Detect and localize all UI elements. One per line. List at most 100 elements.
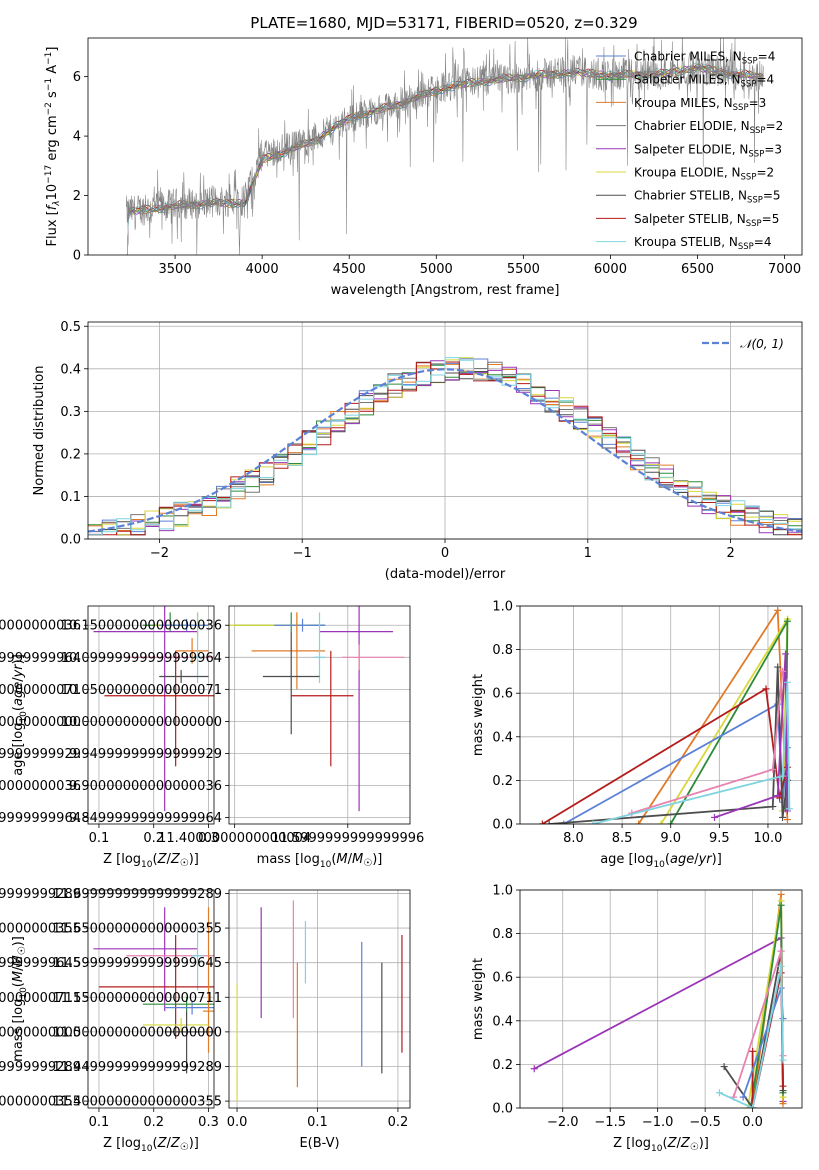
weight-marker: [777, 901, 785, 909]
weight-marker: [715, 1089, 723, 1097]
legend: 𝒩(0, 1): [702, 337, 784, 351]
gaussian-reference-curve: [88, 368, 802, 533]
error-bar-point: [291, 650, 354, 767]
x-tick-label: 11.5999999999999996: [271, 831, 424, 846]
x-tick-label: 8.0: [563, 831, 584, 846]
y-tick-label: 11.650000000000000355: [0, 922, 81, 937]
y-tick-label: 0.4: [60, 362, 81, 377]
x-axis-label: E(B-V): [299, 1136, 339, 1151]
x-tick-label: 0.1: [307, 1115, 328, 1130]
weight-series-line: [549, 666, 789, 824]
legend-entry: Chabrier ELODIE, NSSP=2: [634, 119, 783, 136]
error-bar-point: [98, 934, 214, 1039]
y-tick-label: 9.84999999999999964: [0, 811, 81, 826]
y-tick-label: 10.15000000000000036: [0, 619, 81, 634]
x-tick-label: −1.5: [594, 1115, 626, 1130]
weight-marker: [769, 803, 777, 811]
weight-marker: [777, 947, 785, 955]
weight-marker: [720, 1063, 728, 1071]
x-tick-label: −1: [293, 546, 312, 561]
weight-marker: [783, 816, 791, 824]
panel-spectrum: 3500 4000 4500 5000 5500 6000 6500 7000 0 2 4 6 wave…: [44, 37, 803, 298]
x-tick-label: 6000: [594, 262, 627, 277]
weight-series-line: [592, 682, 791, 824]
x-tick-label: 5500: [507, 262, 540, 277]
axes-frame: [228, 889, 411, 1109]
weight-marker: [781, 650, 789, 658]
axes-frame: [519, 889, 803, 1109]
error-bar-point: [192, 928, 204, 991]
weight-marker: [783, 678, 791, 686]
weight-marker: [545, 820, 553, 824]
y-tick-label: 10.09999999999999964: [0, 651, 81, 666]
x-tick-label: −2.0: [547, 1115, 579, 1130]
legend-entry: Chabrier MILES, NSSP=4: [634, 50, 775, 67]
error-bar-point: [164, 1000, 214, 1015]
residual-histogram: [88, 357, 802, 536]
y-tick-label: 9.94999999999999929: [0, 747, 81, 762]
weight-marker: [783, 617, 791, 625]
y-tick-label: 11.500000000000000000: [52, 1025, 222, 1040]
y-tick-label: 9.90000000000000036: [69, 779, 222, 794]
y-tick-label: 11.599999999999999645: [52, 956, 222, 971]
x-tick-label: 0.0: [742, 1115, 763, 1130]
y-axis-label: age [log10(age/yr)]: [11, 654, 29, 776]
x-tick-label: 1: [584, 546, 592, 561]
y-tick-label: 0.8: [492, 927, 513, 942]
x-tick-label: 4500: [333, 262, 366, 277]
weight-series-line: [719, 966, 784, 1108]
y-tick-label: 11.400000000000000355: [0, 1095, 81, 1110]
error-bar-point: [93, 606, 198, 812]
plot-area: [93, 907, 214, 1074]
y-tick-label: 9.90000000000000036: [0, 779, 81, 794]
weight-marker: [538, 820, 546, 824]
weight-series-line: [541, 687, 789, 824]
y-tick-label: 0.0: [492, 1102, 513, 1117]
panel-residuals: −2 −1 0 1 2 0.0 0.1 0.2 0.3 0.4 0.5 (data-model)/er…: [32, 320, 803, 582]
x-tick-label: 10.0: [753, 831, 782, 846]
weight-marker: [774, 663, 782, 671]
axes-frame: [519, 605, 803, 825]
weight-series-line: [563, 702, 789, 824]
weight-marker: [749, 1047, 757, 1055]
axes-frame: [87, 605, 215, 825]
y-tick-label: 11.599999999999999645: [0, 956, 81, 971]
plot-area: [229, 606, 405, 812]
x-tick-label: 0.2: [143, 831, 164, 846]
y-tick-label: 10.00000000000000000: [61, 715, 222, 730]
x-tick-label: −0.5: [689, 1115, 721, 1130]
x-tick-label: 8.5: [612, 831, 633, 846]
y-tick-label: 1.0: [492, 600, 513, 615]
x-axis-label: Z [log10(Z/Z☉)]: [613, 1136, 709, 1154]
panel-mass-vs-EBV: 0.0 0.1 0.2 11.400000000000000355 11.4499999…: [52, 887, 411, 1151]
x-axis-label: age [log10(age/yr)]: [600, 852, 722, 870]
error-bar-point: [342, 644, 405, 671]
error-bar-point: [142, 997, 214, 1012]
y-tick-label: 11.400000000000000355: [52, 1095, 222, 1110]
weight-marker: [779, 667, 787, 675]
figure-title: PLATE=1680, MJD=53171, FIBERID=0520, z=0…: [250, 14, 637, 32]
y-tick-label: 0.6: [492, 687, 513, 702]
y-tick-label: 0.2: [492, 774, 513, 789]
y-tick-label: 0.2: [492, 1058, 513, 1073]
x-tick-label: 2: [726, 546, 734, 561]
legend-entry: Kroupa STELIB, NSSP=4: [634, 235, 772, 252]
y-tick-label: 1.0: [492, 884, 513, 899]
y-axis-label: mass [log10(M/M☉)]: [11, 936, 29, 1062]
weight-marker: [774, 792, 782, 800]
weight-marker: [779, 1100, 787, 1108]
y-tick-label: 2: [73, 189, 81, 204]
y-axis-label: Flux [fλ10−17 erg cm−2 s−1 A−1]: [44, 47, 62, 247]
weight-marker: [785, 805, 793, 813]
x-tick-label: 7000: [768, 262, 801, 277]
y-tick-label: 0.0: [492, 818, 513, 833]
axes-frame: [87, 37, 803, 256]
y-tick-label: 0.2: [60, 447, 81, 462]
weight-marker: [779, 1082, 787, 1090]
legend-entry: Salpeter STELIB, NSSP=5: [634, 212, 779, 229]
y-axis-label: Normed distribution: [32, 366, 47, 496]
y-tick-label: 0.6: [492, 971, 513, 986]
x-tick-label: 0.3: [198, 1115, 219, 1130]
